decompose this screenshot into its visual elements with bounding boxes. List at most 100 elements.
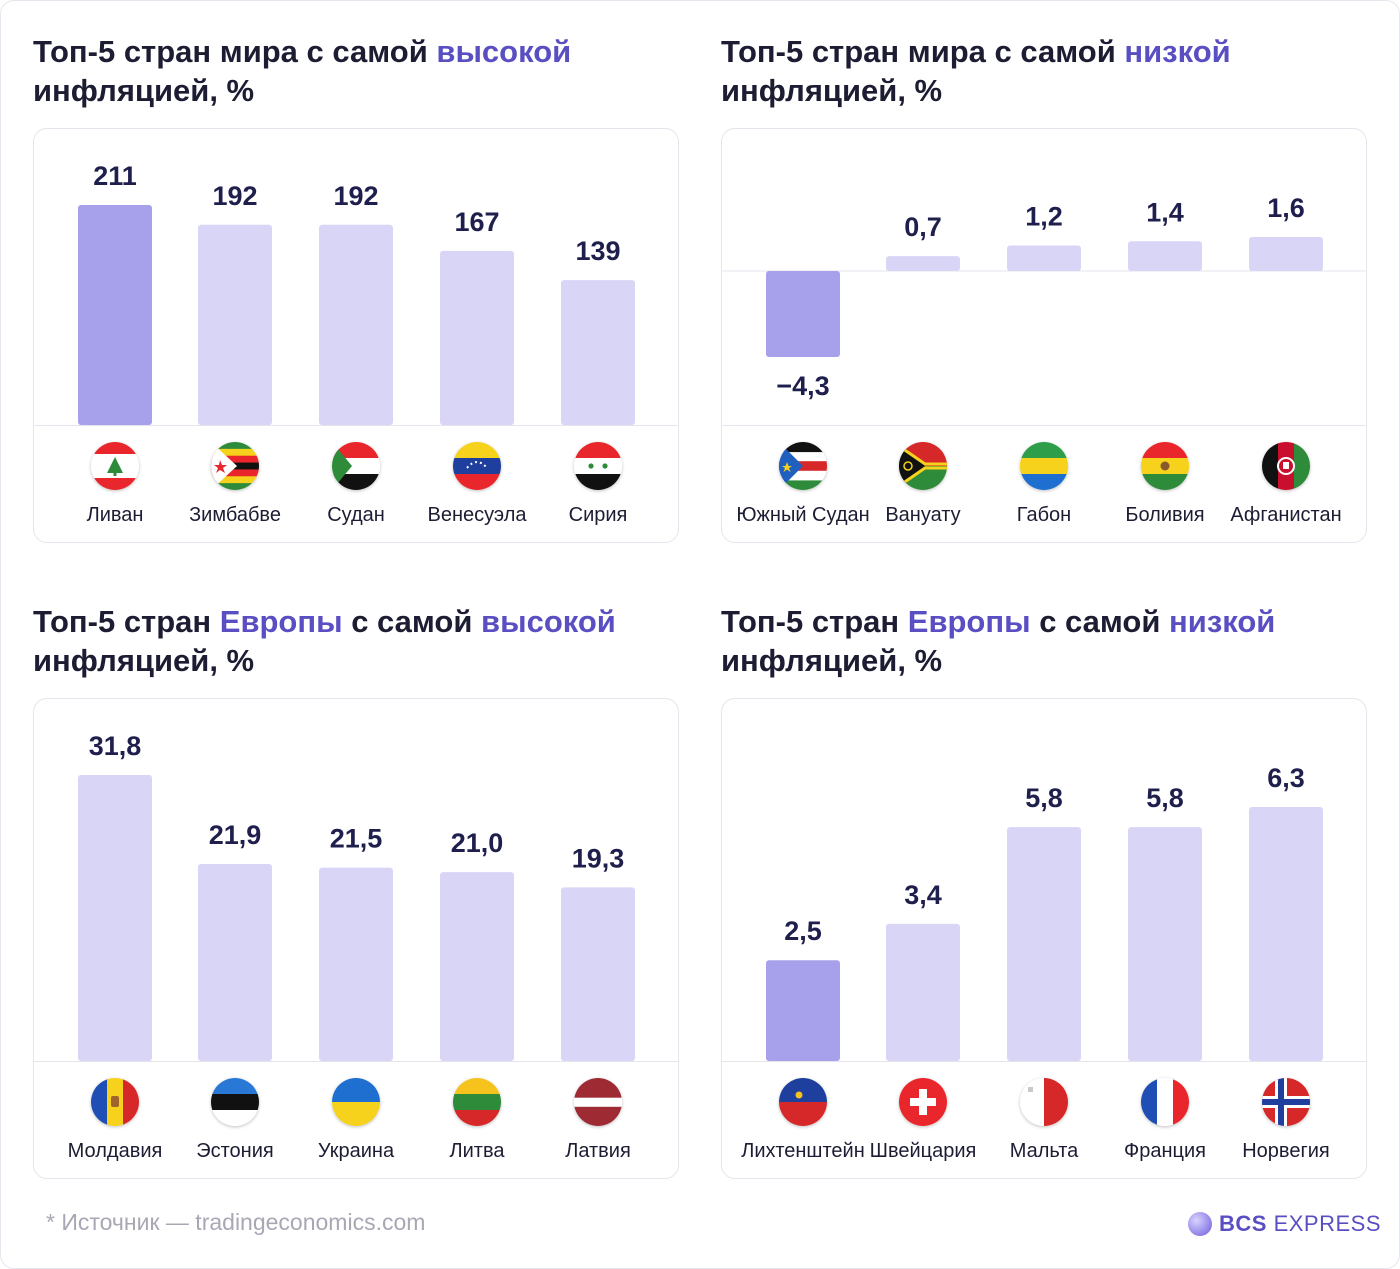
bar-chart: 211 192 192 167 139 (78, 161, 635, 425)
country-label: Молдавия (67, 1140, 163, 1162)
logo-light: EXPRESS (1266, 1211, 1381, 1236)
bar (440, 872, 514, 1061)
logo-text: BCS EXPRESS (1219, 1211, 1381, 1237)
bar (1007, 245, 1081, 271)
switzerland-flag-icon (899, 1078, 947, 1126)
bar (1249, 807, 1323, 1061)
bcs-express-logo: BCS EXPRESS (1188, 1210, 1381, 1238)
value-label: −4,3 (776, 371, 829, 401)
value-label: 19,3 (572, 843, 625, 873)
zimbabwe-flag-icon (211, 442, 259, 490)
chart-card: −4,3 0,7 1,2 1,4 1,6 Южный Судан Вануату Габон… (721, 128, 1367, 543)
country-label: Украина (317, 1140, 395, 1162)
value-label: 5,8 (1025, 783, 1063, 813)
bar (198, 864, 272, 1061)
source-note: * Источник — tradingeconomics.com (46, 1209, 426, 1235)
title-accent: высокой (481, 604, 616, 639)
value-label: 1,6 (1267, 193, 1305, 223)
bar-chart: 2,5 3,4 5,8 5,8 6,3 (766, 763, 1323, 1061)
bolivia-flag-icon (1141, 442, 1189, 490)
lebanon-flag-icon (91, 442, 139, 490)
chart-card: 31,8 21,9 21,5 21,0 19,3 Молдавия Эстония Укра… (33, 698, 679, 1179)
bar-chart: 31,8 21,9 21,5 21,0 19,3 (78, 731, 635, 1061)
bar (440, 250, 514, 425)
value-label: 21,0 (451, 828, 504, 858)
norway-flag-icon (1262, 1078, 1310, 1126)
bar (886, 923, 960, 1061)
bar (1128, 827, 1202, 1061)
value-label: 21,9 (209, 820, 262, 850)
bar (319, 867, 393, 1061)
value-label: 5,8 (1146, 783, 1184, 813)
lithuania-flag-icon (453, 1078, 501, 1126)
chart-title: Топ-5 стран Европы с самой высокой инфля… (33, 602, 673, 680)
title-accent: Европы (219, 604, 343, 639)
country-label: Мальта (1009, 1140, 1079, 1162)
moldova-flag-icon (91, 1078, 139, 1126)
bar (766, 271, 840, 357)
bar (1249, 237, 1323, 271)
country-label: Зимбабве (189, 504, 281, 526)
bar (1128, 241, 1202, 271)
value-label: 3,4 (904, 880, 942, 910)
country-label: Сирия (568, 504, 628, 526)
latvia-flag-icon (574, 1078, 622, 1126)
ukraine-flag-icon (332, 1078, 380, 1126)
value-label: 211 (93, 161, 137, 191)
title-part: с самой (342, 604, 482, 639)
title-part: инфляцией, % (721, 643, 943, 678)
flag-row: Молдавия Эстония Украина Литва Латвия (34, 1061, 678, 1178)
title-accent: низкой (1169, 604, 1276, 639)
title-accent: высокой (436, 34, 572, 69)
title-part: инфляцией, % (721, 73, 943, 108)
title-accent: Европы (907, 604, 1031, 639)
title-part: Топ-5 стран мира с самой (33, 34, 437, 69)
country-label: Латвия (565, 1140, 631, 1162)
liechtenstein-flag-icon (779, 1078, 827, 1126)
logo-sphere-icon (1188, 1212, 1212, 1236)
chart-title: Топ-5 стран мира с самой высокой инфляци… (33, 32, 673, 110)
gabon-flag-icon (1020, 442, 1068, 490)
country-label: Афганистан (1230, 504, 1342, 526)
value-label: 139 (575, 236, 620, 266)
country-label: Литва (449, 1140, 505, 1162)
value-label: 2,5 (784, 916, 822, 946)
bar (319, 224, 393, 425)
chart-title: Топ-5 стран мира с самой низкой инфляцие… (721, 32, 1361, 110)
country-label: Лихтенштейн (741, 1140, 865, 1162)
title-part: Топ-5 стран мира с самой (721, 34, 1125, 69)
malta-flag-icon (1020, 1078, 1068, 1126)
bar (1007, 827, 1081, 1061)
title-accent: низкой (1124, 34, 1231, 69)
bar (198, 224, 272, 425)
title-part: Топ-5 стран (33, 604, 220, 639)
value-label: 6,3 (1267, 763, 1305, 793)
south-sudan-flag-icon (779, 442, 827, 490)
estonia-flag-icon (211, 1078, 259, 1126)
value-label: 192 (333, 181, 378, 211)
title-part: инфляцией, % (33, 643, 255, 678)
country-label: Ливан (86, 504, 144, 526)
vanuatu-flag-icon (899, 442, 947, 490)
title-part: Топ-5 стран (721, 604, 908, 639)
country-label: Венесуэла (427, 504, 527, 526)
bar-chart: −4,3 0,7 1,2 1,4 1,6 (722, 193, 1366, 401)
syria-flag-icon (574, 442, 622, 490)
country-label: Габон (1016, 504, 1072, 526)
value-label: 1,2 (1025, 202, 1063, 232)
country-label: Норвегия (1242, 1140, 1330, 1162)
bar (561, 887, 635, 1061)
title-part: с самой (1030, 604, 1170, 639)
france-flag-icon (1141, 1078, 1189, 1126)
value-label: 192 (212, 181, 257, 211)
country-label: Боливия (1125, 504, 1205, 526)
value-label: 1,4 (1146, 197, 1184, 227)
bar (766, 960, 840, 1061)
value-label: 0,7 (904, 212, 942, 242)
chart-title: Топ-5 стран Европы с самой низкой инфляц… (721, 602, 1361, 680)
value-label: 167 (454, 207, 499, 237)
logo-bold: BCS (1219, 1211, 1267, 1236)
bar (78, 775, 152, 1061)
venezuela-flag-icon (453, 442, 501, 490)
bar (561, 280, 635, 425)
